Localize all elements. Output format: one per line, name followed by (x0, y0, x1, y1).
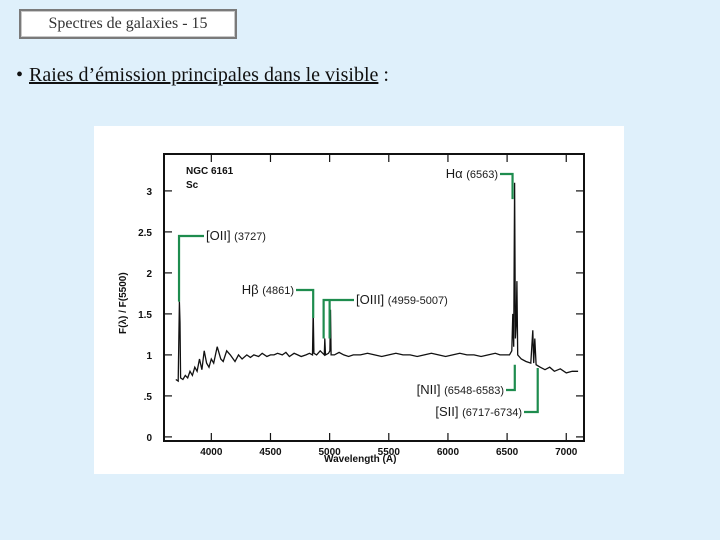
spectrum-figure: NGC 6161 Sc Wavelength (A) F(λ) / F(5500… (94, 126, 624, 474)
x-tick-label: 6000 (437, 447, 460, 458)
annotation-label-oii: [OII] (3727) (206, 228, 266, 243)
x-tick-label: 6500 (496, 447, 519, 458)
spectrum-chart: NGC 6161 Sc Wavelength (A) F(λ) / F(5500… (118, 153, 585, 465)
heading-colon: : (378, 64, 389, 86)
annotation-line-oiii (322, 298, 354, 339)
line-name: Hβ (242, 282, 262, 297)
x-tick-label: 4000 (200, 447, 223, 458)
slide-heading: • Raies d’émission principales dans le vi… (16, 64, 389, 87)
x-tick-label: 4500 (259, 447, 282, 458)
plot-frame (163, 153, 585, 442)
annotation-line-oii (177, 234, 204, 302)
morph-type-label: Sc (186, 180, 199, 191)
annotation-line-sii (524, 368, 539, 414)
x-tick-label: 5000 (319, 447, 342, 458)
line-wavelength: (6563) (466, 169, 498, 181)
annotation-line-ha (500, 172, 514, 200)
line-name: Hα (446, 166, 467, 181)
line-wavelength: (4959-5007) (388, 295, 448, 307)
line-name: [OII] (206, 228, 234, 243)
heading-text: Raies d’émission principales dans le vis… (29, 64, 379, 86)
y-tick-label: 1.5 (138, 310, 152, 321)
y-tick-label: 3 (146, 187, 152, 198)
annotation-line-hb (296, 288, 315, 318)
y-axis-label: F(λ) / F(5500) (118, 272, 129, 334)
line-wavelength: (6548-6583) (444, 385, 504, 397)
slide-title: Spectres de galaxies - 15 (19, 9, 237, 39)
y-tick-label: 1 (146, 351, 152, 362)
line-wavelength: (4861) (262, 285, 294, 297)
line-wavelength: (6717-6734) (462, 407, 522, 419)
line-name: [SII] (435, 404, 462, 419)
annotation-line-nii (506, 364, 516, 392)
annotation-layer: Hα (6563) [OII] (3727) Hβ (4861) [OIII] (49… (177, 166, 539, 419)
object-label: NGC 6161 (186, 166, 234, 177)
line-name: [OIII] (356, 292, 388, 307)
y-tick-label: 0 (146, 433, 152, 444)
bullet-marker: • (16, 64, 24, 86)
annotation-label-sii: [SII] (6717-6734) (435, 404, 522, 419)
x-tick-label: 5500 (378, 447, 401, 458)
annotation-label-nii: [NII] (6548-6583) (417, 382, 504, 397)
annotation-label-hb: Hβ (4861) (242, 282, 294, 297)
y-tick-label: 2.5 (138, 228, 152, 239)
annotation-label-ha: Hα (6563) (446, 166, 498, 181)
x-axis-label: Wavelength (A) (324, 454, 396, 465)
line-name: [NII] (417, 382, 444, 397)
y-tick-label: 2 (146, 269, 152, 280)
x-tick-label: 7000 (555, 447, 578, 458)
y-tick-label: .5 (144, 392, 153, 403)
ticks-layer: 4000 4500 5000 5500 6000 6500 7000 0 .5 1 1.5 2 2.5 3 (138, 154, 584, 458)
spectrum-line (175, 182, 579, 383)
line-wavelength: (3727) (234, 231, 266, 243)
annotation-label-oiii: [OIII] (4959-5007) (356, 292, 448, 307)
